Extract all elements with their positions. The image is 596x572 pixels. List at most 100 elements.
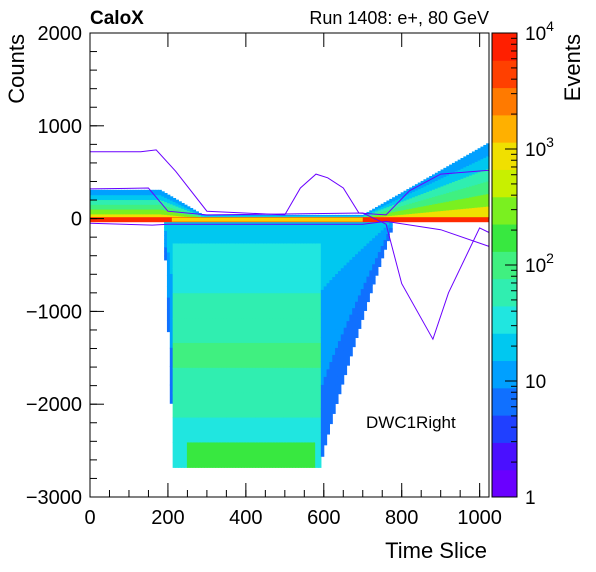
density-cell bbox=[169, 384, 174, 404]
density-cell bbox=[400, 201, 405, 207]
density-cell bbox=[272, 293, 276, 319]
density-cell bbox=[312, 367, 316, 394]
density-cell bbox=[443, 193, 447, 203]
colorbar-segment bbox=[492, 469, 517, 498]
density-cell bbox=[161, 209, 165, 215]
density-cell bbox=[366, 268, 370, 278]
density-cell bbox=[241, 218, 245, 245]
density-cell bbox=[229, 342, 234, 369]
density-cell bbox=[206, 342, 211, 369]
density-cell bbox=[206, 243, 211, 269]
density-cell bbox=[303, 367, 308, 394]
density-cell bbox=[389, 202, 393, 207]
density-cell bbox=[172, 211, 177, 216]
colorbar-tick-label: 102 bbox=[525, 250, 554, 277]
density-cell bbox=[252, 214, 256, 217]
density-cell bbox=[432, 189, 436, 198]
density-cell bbox=[423, 185, 427, 193]
density-cell bbox=[483, 181, 487, 195]
density-cell bbox=[115, 189, 120, 196]
density-cell bbox=[246, 367, 251, 394]
density-cell bbox=[278, 442, 282, 468]
density-cell bbox=[289, 268, 293, 294]
density-cell bbox=[249, 442, 254, 468]
density-cell bbox=[266, 392, 271, 419]
density-cell bbox=[283, 442, 288, 468]
density-cell bbox=[323, 214, 328, 217]
density-cell bbox=[329, 382, 333, 404]
density-cell bbox=[195, 367, 199, 394]
density-cell bbox=[266, 218, 271, 245]
density-cell bbox=[178, 209, 182, 214]
density-cell bbox=[235, 318, 239, 344]
density-cell bbox=[380, 206, 385, 210]
density-cell bbox=[289, 342, 293, 369]
density-cell bbox=[392, 207, 396, 213]
density-cell bbox=[443, 201, 447, 211]
density-cell bbox=[454, 161, 459, 172]
density-cell bbox=[172, 442, 177, 468]
density-cell bbox=[360, 309, 365, 320]
density-cell bbox=[471, 173, 476, 186]
density-cell bbox=[275, 342, 279, 369]
density-cell bbox=[289, 215, 293, 217]
density-cell bbox=[389, 230, 393, 233]
density-cell bbox=[346, 262, 350, 278]
density-cell bbox=[363, 292, 368, 302]
density-cell bbox=[306, 216, 311, 218]
density-cell bbox=[95, 209, 100, 215]
density-cell bbox=[389, 226, 393, 229]
density-cell bbox=[98, 209, 102, 215]
density-cell bbox=[266, 214, 271, 217]
density-cell bbox=[147, 204, 151, 210]
density-cell bbox=[477, 171, 482, 185]
density-cell bbox=[178, 367, 182, 394]
density-cell bbox=[261, 417, 265, 444]
density-cell bbox=[363, 273, 368, 284]
density-cell bbox=[457, 179, 462, 190]
colorbar-segment bbox=[492, 169, 517, 198]
density-cell bbox=[386, 233, 390, 237]
density-cell bbox=[164, 210, 168, 215]
density-cell bbox=[363, 282, 368, 293]
density-cell bbox=[443, 184, 447, 194]
density-cell bbox=[95, 199, 100, 205]
density-cell bbox=[446, 209, 450, 220]
density-cell bbox=[295, 215, 299, 217]
density-cell bbox=[246, 417, 251, 444]
density-cell bbox=[300, 442, 305, 468]
density-cell bbox=[292, 442, 296, 468]
density-cell bbox=[118, 213, 122, 220]
density-cell bbox=[298, 417, 302, 444]
density-cell bbox=[121, 189, 125, 196]
density-cell bbox=[392, 200, 396, 205]
density-cell bbox=[329, 341, 333, 363]
density-cell bbox=[446, 192, 450, 202]
density-cell bbox=[249, 417, 254, 444]
density-cell bbox=[326, 218, 330, 241]
density-cell bbox=[340, 216, 345, 218]
density-cell bbox=[337, 376, 342, 395]
density-cell bbox=[357, 229, 362, 242]
density-cell bbox=[457, 169, 462, 180]
density-cell bbox=[112, 209, 117, 215]
density-cell bbox=[249, 215, 254, 217]
density-cell bbox=[286, 218, 291, 245]
density-cell bbox=[320, 214, 325, 217]
density-cell bbox=[312, 293, 316, 319]
density-cell bbox=[201, 218, 205, 245]
density-cell bbox=[320, 242, 325, 267]
density-cell bbox=[306, 243, 311, 269]
density-cell bbox=[152, 189, 157, 196]
density-cell bbox=[186, 218, 191, 245]
density-cell bbox=[172, 197, 177, 203]
density-cell bbox=[443, 210, 447, 220]
density-cell bbox=[138, 199, 142, 205]
density-cell bbox=[206, 367, 211, 394]
density-cell bbox=[429, 190, 433, 198]
density-cell bbox=[280, 215, 285, 217]
density-cell bbox=[486, 155, 490, 170]
density-cell bbox=[383, 227, 387, 232]
density-cell bbox=[232, 268, 236, 294]
density-cell bbox=[181, 318, 185, 344]
